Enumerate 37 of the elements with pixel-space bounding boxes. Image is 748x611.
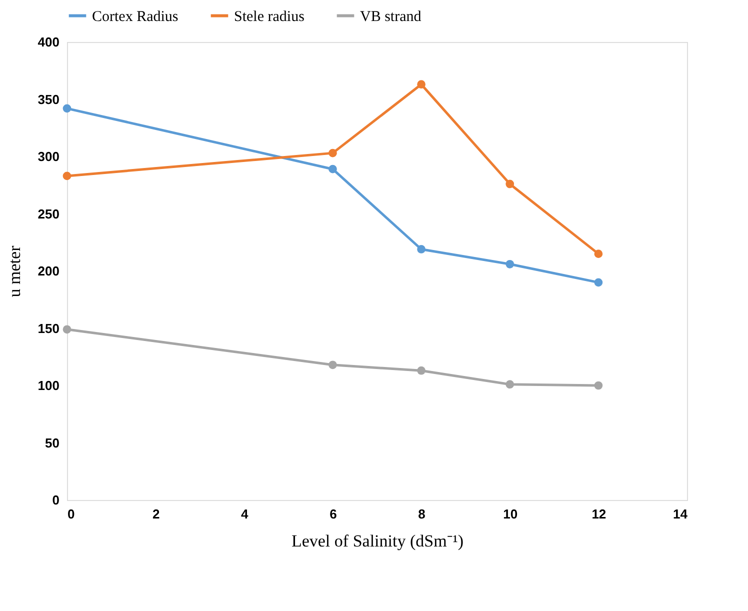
point [62, 172, 72, 180]
point [328, 360, 337, 370]
point [506, 380, 514, 389]
y-tick-label: 400 [38, 34, 60, 50]
x-tick-label: 2 [152, 506, 160, 522]
point [328, 164, 337, 174]
x-tick-label: 8 [418, 506, 426, 522]
point [594, 381, 603, 390]
legend-label: VB strand [360, 8, 422, 25]
x-tick-label: 12 [592, 506, 606, 522]
y-tick-label: 150 [38, 320, 60, 336]
y-tick-label: 250 [38, 206, 60, 222]
point [417, 366, 426, 375]
x-tick-label: 14 [673, 506, 688, 522]
y-tick-label: 200 [38, 264, 60, 278]
point [506, 180, 514, 188]
y-tick-label: 300 [38, 149, 60, 164]
y-axis-title: u meter [4, 245, 24, 298]
x-axis-title: Level of Salinity (dSm⁻¹) [291, 532, 464, 550]
point [506, 260, 514, 268]
point [62, 325, 72, 334]
legend-label: Stele radius [234, 8, 305, 25]
point [62, 104, 72, 113]
point [328, 148, 337, 158]
x-tick-label: 4 [241, 506, 250, 522]
x-tick-label: 10 [503, 506, 518, 522]
y-tick-label: 0 [52, 492, 60, 508]
x-tick-label: 0 [68, 506, 75, 522]
point [417, 245, 426, 254]
legend-label: Cortex Radius [92, 8, 178, 25]
y-tick-label: 50 [45, 435, 60, 450]
x-tick-label: 6 [330, 506, 337, 522]
y-tick-label: 100 [38, 378, 60, 393]
point [594, 250, 603, 258]
y-tick-label: 350 [38, 92, 60, 107]
point [594, 278, 603, 287]
point [417, 80, 426, 89]
